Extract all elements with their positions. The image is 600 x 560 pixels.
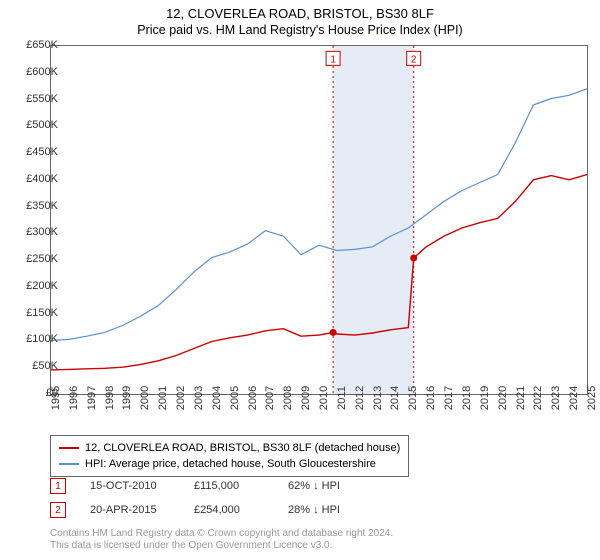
x-tick-label: 2011: [336, 386, 348, 410]
x-tick-label: 1999: [121, 386, 133, 410]
x-tick-label: 2014: [389, 386, 401, 410]
legend: 12, CLOVERLEA ROAD, BRISTOL, BS30 8LF (d…: [50, 435, 409, 477]
x-tick-label: 2012: [354, 386, 366, 410]
x-tick-label: 2002: [175, 386, 187, 410]
y-tick-label: £500K: [13, 119, 58, 131]
x-tick-label: 2007: [264, 386, 276, 410]
chart-container: 12, CLOVERLEA ROAD, BRISTOL, BS30 8LF Pr…: [0, 0, 600, 560]
y-tick-label: £150K: [13, 307, 58, 319]
x-tick-label: 1997: [86, 386, 98, 410]
x-tick-label: 2006: [247, 386, 259, 410]
svg-text:2: 2: [411, 54, 417, 65]
y-tick-label: £100K: [13, 333, 58, 345]
x-tick-label: 2005: [229, 386, 241, 410]
x-tick-label: 2003: [193, 386, 205, 410]
x-tick-label: 2017: [443, 386, 455, 410]
x-tick-label: 2016: [425, 386, 437, 410]
legend-item-property: 12, CLOVERLEA ROAD, BRISTOL, BS30 8LF (d…: [59, 440, 400, 456]
y-tick-label: £550K: [13, 93, 58, 105]
legend-label-property: 12, CLOVERLEA ROAD, BRISTOL, BS30 8LF (d…: [85, 440, 400, 456]
x-tick-label: 2010: [318, 386, 330, 410]
x-tick-label: 2015: [407, 386, 419, 410]
sale-marker-2: 2: [50, 502, 66, 518]
legend-swatch-hpi: [59, 463, 79, 465]
x-tick-label: 2000: [139, 386, 151, 410]
x-tick-label: 1995: [50, 386, 62, 410]
footer-line2: This data is licensed under the Open Gov…: [50, 540, 393, 552]
y-tick-label: £650K: [13, 39, 58, 51]
sale-row-1: 1 15-OCT-2010 £115,000 62% ↓ HPI: [50, 478, 340, 494]
footer-line1: Contains HM Land Registry data © Crown c…: [50, 528, 393, 540]
sale-pct-2: 28% ↓ HPI: [288, 504, 340, 516]
y-tick-label: £400K: [13, 173, 58, 185]
y-tick-label: £250K: [13, 253, 58, 265]
x-tick-label: 1998: [104, 386, 116, 410]
chart-title-line2: Price paid vs. HM Land Registry's House …: [0, 21, 600, 37]
sale-price-1: £115,000: [194, 480, 264, 492]
x-tick-label: 2022: [532, 386, 544, 410]
sale-price-2: £254,000: [194, 504, 264, 516]
x-tick-label: 2018: [461, 386, 473, 410]
sale-marker-1: 1: [50, 478, 66, 494]
y-tick-label: £50K: [13, 360, 58, 372]
footer-attribution: Contains HM Land Registry data © Crown c…: [50, 528, 393, 552]
sale-row-2: 2 20-APR-2015 £254,000 28% ↓ HPI: [50, 502, 340, 518]
sale-date-1: 15-OCT-2010: [90, 480, 170, 492]
x-tick-label: 1996: [68, 386, 80, 410]
x-tick-label: 2013: [372, 386, 384, 410]
legend-label-hpi: HPI: Average price, detached house, Sout…: [85, 456, 376, 472]
sale-pct-1: 62% ↓ HPI: [288, 480, 340, 492]
x-tick-label: 2009: [300, 386, 312, 410]
svg-text:1: 1: [330, 54, 336, 65]
chart-title-line1: 12, CLOVERLEA ROAD, BRISTOL, BS30 8LF: [0, 0, 600, 21]
y-tick-label: £450K: [13, 146, 58, 158]
y-tick-label: £200K: [13, 280, 58, 292]
legend-swatch-property: [59, 447, 79, 449]
x-tick-label: 2023: [550, 386, 562, 410]
sale-date-2: 20-APR-2015: [90, 504, 170, 516]
x-tick-label: 2008: [282, 386, 294, 410]
y-tick-label: £600K: [13, 66, 58, 78]
x-tick-label: 2001: [157, 386, 169, 410]
x-tick-label: 2004: [211, 386, 223, 410]
x-tick-label: 2024: [568, 386, 580, 410]
x-tick-label: 2020: [497, 386, 509, 410]
plot-svg: 12: [51, 46, 587, 394]
plot-area: 12: [50, 45, 588, 395]
x-tick-label: 2021: [515, 386, 527, 410]
y-tick-label: £300K: [13, 226, 58, 238]
legend-item-hpi: HPI: Average price, detached house, Sout…: [59, 456, 400, 472]
x-tick-label: 2019: [479, 386, 491, 410]
x-tick-label: 2025: [586, 386, 598, 410]
y-tick-label: £350K: [13, 200, 58, 212]
